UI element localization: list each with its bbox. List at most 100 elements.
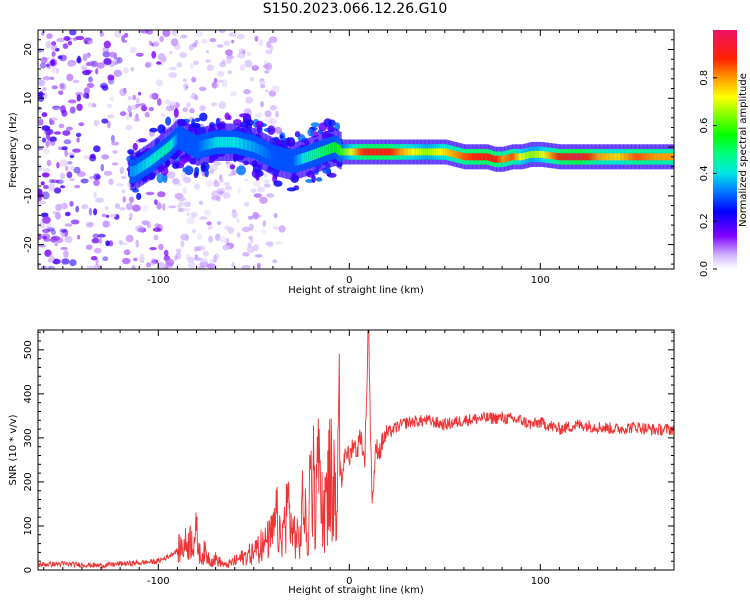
spectrogram-cell — [183, 176, 192, 184]
spectrogram-cell — [92, 233, 100, 239]
spectrogram-cell — [40, 181, 45, 186]
spectrogram-cell — [203, 209, 211, 216]
spectrogram-cell — [402, 148, 405, 156]
spectrogram-cell — [350, 148, 353, 156]
spectrogram-cell — [273, 225, 280, 231]
spectrogram-cell — [173, 255, 178, 261]
spectrogram-cell — [605, 153, 608, 161]
spectrogram-cell — [43, 226, 51, 230]
spectrogram-cell — [264, 89, 269, 93]
spectrogram-cell — [131, 166, 134, 177]
spectrogram-cell — [603, 153, 606, 161]
spectrogram-cell — [637, 153, 640, 161]
spectrogram-cell — [219, 136, 222, 148]
spectrogram-cell — [88, 222, 95, 227]
spectrogram-cell — [263, 183, 271, 188]
spectrogram-cell — [298, 154, 301, 165]
spectrogram-cell — [598, 153, 602, 161]
spectrogram-cell — [51, 117, 58, 121]
spectrogram-cell — [445, 148, 448, 156]
spectrogram-cell — [258, 143, 261, 155]
spectrogram-cell — [74, 184, 81, 189]
spectrogram-cell — [631, 153, 634, 161]
spectrogram-cell — [248, 235, 254, 240]
spectrogram-cell — [172, 162, 179, 169]
spectrogram-cell — [411, 148, 415, 156]
spectrogram-cell — [422, 148, 425, 156]
spectrogram-cell — [102, 220, 110, 228]
spectrogram-cell — [336, 143, 340, 155]
spectrogram-cell — [625, 153, 628, 161]
spectrogram-cell — [206, 221, 212, 226]
spectrogram-cell — [61, 146, 68, 151]
spectrogram-cell — [140, 30, 149, 34]
spectrogram-cell — [530, 150, 534, 158]
spectrogram-cell — [387, 148, 390, 156]
spectrogram-cell — [225, 58, 232, 64]
spectrogram-cell — [186, 216, 195, 225]
spectrogram-cell — [647, 153, 650, 161]
spectrogram-cell — [52, 258, 61, 265]
spectrogram-cell — [63, 250, 69, 258]
spectrogram-cell — [141, 105, 148, 112]
spectrogram-cell — [91, 238, 100, 244]
spectrogram-cell — [96, 62, 105, 69]
spectrogram-cell — [46, 61, 52, 70]
spectrogram-cell — [262, 220, 267, 227]
spectrogram-cell — [67, 99, 77, 104]
spectrogram-cell — [135, 165, 138, 176]
spectrogram-cell — [56, 37, 65, 43]
spectrogram-cell — [38, 118, 44, 126]
spectrogram-cell — [258, 39, 264, 47]
spectrogram-cell — [401, 148, 404, 156]
spectrogram-cell — [235, 137, 238, 148]
colorbar-gradient — [713, 30, 737, 269]
spectrogram-cell — [643, 153, 646, 161]
spectrogram-cell — [182, 186, 188, 195]
spectrogram-cell — [180, 133, 183, 145]
spectrogram-cell — [327, 172, 337, 178]
spectrogram-cell — [164, 144, 167, 155]
y-tick-label: 500 — [23, 340, 34, 359]
spectrogram-cell — [136, 192, 142, 200]
spectrogram-cell — [61, 232, 65, 237]
spectrogram-cell — [65, 165, 69, 172]
spectrogram-cell — [148, 106, 154, 112]
spectrogram-cell — [505, 154, 508, 162]
spectrogram-cell — [441, 148, 444, 156]
spectrogram-cell — [42, 216, 51, 224]
spectrogram-cell — [446, 148, 449, 156]
spectrogram-cell — [239, 138, 242, 149]
spectrogram-cell — [163, 249, 169, 257]
spectrogram-cell — [133, 166, 136, 177]
spectrogram-cell — [423, 148, 427, 156]
spectrogram-cell — [50, 179, 60, 184]
spectrogram-cell — [103, 40, 112, 49]
spectrogram-cell — [220, 136, 223, 148]
spectrogram-cell — [41, 191, 50, 200]
spectrogram-cell — [176, 62, 183, 68]
spectrogram-cell — [101, 154, 110, 160]
spectrogram-cell — [121, 189, 126, 194]
spectrogram-cell — [593, 153, 596, 161]
spectrogram-cell — [275, 152, 278, 163]
spectrogram-cell — [84, 53, 90, 59]
spectrogram-cell — [533, 150, 536, 158]
spectrogram-cell — [613, 153, 616, 161]
spectrogram-cell — [44, 249, 52, 257]
spectrogram-cell — [133, 257, 138, 262]
spectrogram-cell — [565, 153, 568, 161]
spectrogram-cell — [339, 145, 342, 156]
spectrogram-cell — [87, 40, 94, 45]
spectrogram-cell — [57, 55, 63, 60]
x-tick-label: 0 — [346, 576, 352, 587]
spectrogram-cell — [231, 262, 235, 267]
spectrogram-cell — [316, 148, 320, 159]
spectrogram-cell — [454, 150, 457, 158]
spectrogram-cell — [324, 145, 328, 156]
spectrogram-cell — [552, 152, 555, 160]
spectrogram-cell — [271, 85, 280, 93]
spectrogram-cell — [163, 265, 168, 269]
spectrogram-cell — [59, 185, 66, 189]
spectrogram-cell — [253, 64, 258, 70]
